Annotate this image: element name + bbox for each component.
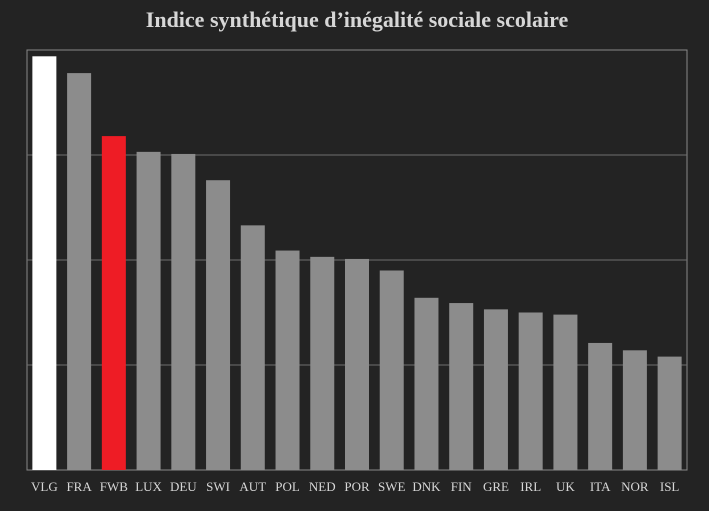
bar-vlg [32, 56, 57, 471]
x-tick-label-swe: SWE [378, 479, 406, 494]
x-tick-label-swi: SWI [206, 479, 230, 494]
bar-pol [275, 250, 300, 470]
x-tick-label-aut: AUT [239, 479, 266, 494]
x-tick-label-deu: DEU [170, 479, 197, 494]
x-tick-label-fra: FRA [66, 479, 92, 494]
bar-fin [449, 303, 474, 470]
x-tick-label-pol: POL [275, 479, 300, 494]
x-tick-label-isl: ISL [660, 479, 680, 494]
bar-irl [518, 312, 543, 470]
plot-area: VLG FRA FWB LUX DEU SWI AUT POL NED POR SWE DNK FIN G… [26, 49, 688, 494]
bar-ita [588, 342, 613, 470]
bar-deu [171, 153, 196, 470]
bar-lux [136, 151, 161, 470]
x-tick-label-ned: NED [309, 479, 336, 494]
x-tick-label-dnk: DNK [412, 479, 441, 494]
bar-isl [657, 356, 682, 470]
x-tick-label-nor: NOR [621, 479, 649, 494]
bar-dnk [414, 297, 439, 470]
x-tick-label-ita: ITA [590, 479, 611, 494]
chart-title: Indice synthétique d’inégalité sociale s… [146, 7, 569, 32]
bar-nor [622, 350, 647, 470]
bar-ned [310, 256, 335, 470]
x-tick-label-vlg: VLG [31, 479, 58, 494]
bar-fra [67, 73, 92, 470]
bar-fwb [101, 136, 126, 470]
bar-por [345, 258, 369, 470]
bar-swe [379, 270, 404, 470]
bar-aut [240, 225, 265, 470]
x-tick-label-lux: LUX [135, 479, 162, 494]
bar-gre [483, 309, 508, 470]
x-tick-label-por: POR [344, 479, 370, 494]
x-tick-label-uk: UK [556, 479, 575, 494]
x-tick-label-gre: GRE [483, 479, 509, 494]
bar-uk [553, 314, 578, 470]
x-tick-label-fwb: FWB [100, 479, 129, 494]
bar-swi [206, 180, 231, 470]
x-tick-label-irl: IRL [520, 479, 541, 494]
x-tick-label-fin: FIN [451, 479, 473, 494]
